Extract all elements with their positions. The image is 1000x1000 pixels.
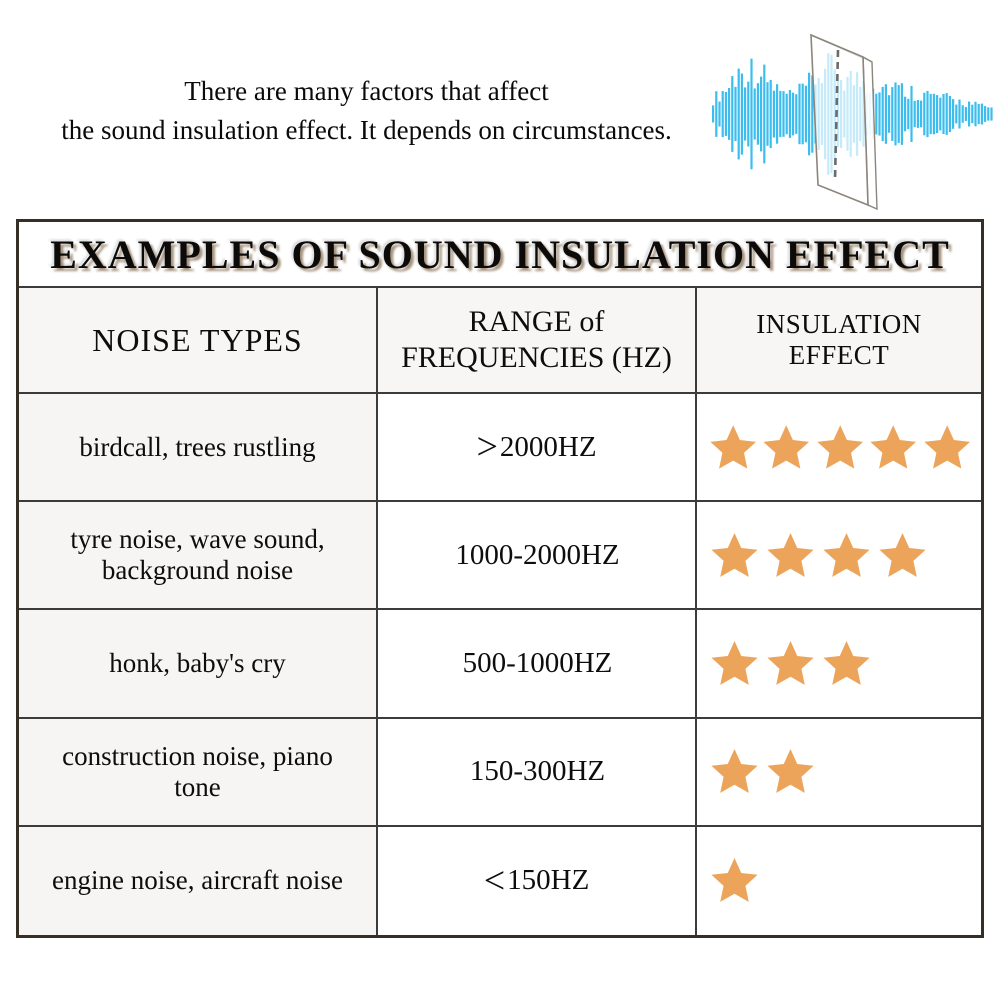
cell-noise-types-row-1: birdcall, trees rustling [19, 394, 378, 503]
cell-noise-types-row-4: construction noise, piano tone [19, 718, 378, 827]
intro-text: There are many factors that affect the s… [18, 72, 715, 150]
column-header-noise-types: NOISE TYPES [19, 288, 378, 394]
star-icon [823, 532, 870, 577]
star-icon [711, 640, 758, 685]
cell-frequency-row-3: 500-1000HZ [378, 610, 697, 719]
star-icon [767, 640, 814, 685]
star-icon [823, 640, 870, 685]
acoustic-panel [810, 33, 878, 211]
sound-wave-illustration [712, 33, 993, 211]
star-icon [923, 424, 970, 469]
star-icon [710, 424, 757, 469]
column-header-insulation-effect: INSULATION EFFECT [697, 288, 981, 394]
star-icon [711, 858, 758, 903]
intro-line-1: There are many factors that affect [184, 76, 549, 106]
panel-center-dashed-line [833, 49, 840, 181]
cell-stars-row-2 [697, 502, 981, 611]
cell-stars-row-4 [697, 718, 981, 827]
cell-frequency-row-5: <150HZ [378, 826, 697, 935]
frequency-value: 150HZ [507, 864, 590, 897]
cell-frequency-row-4: 150-300HZ [378, 718, 697, 827]
table-grid: NOISE TYPES RANGE of FREQUENCIES (HZ) IN… [19, 288, 981, 935]
cell-noise-types-row-2: tyre noise, wave sound, background noise [19, 502, 378, 611]
star-icon [767, 532, 814, 577]
star-icon [763, 424, 810, 469]
cell-stars-row-1 [697, 394, 981, 503]
frequency-value: 150-300HZ [469, 755, 606, 788]
star-icon [870, 424, 917, 469]
cell-noise-types-row-5: engine noise, aircraft noise [19, 826, 378, 935]
star-icon [817, 424, 863, 469]
cell-frequency-row-1: >2000HZ [378, 394, 697, 503]
cell-stars-row-3 [697, 610, 981, 719]
cell-stars-row-5 [697, 826, 981, 935]
frequency-value: 1000-2000HZ [455, 538, 620, 571]
cell-noise-types-row-3: honk, baby's cry [19, 610, 378, 719]
insulation-table: EXAMPLES OF SOUND INSULATION EFFECT NOIS… [16, 219, 984, 938]
star-icon [879, 532, 926, 577]
intro-line-2: the sound insulation effect. It depends … [61, 114, 672, 145]
column-header-frequency-range: RANGE of FREQUENCIES (HZ) [378, 288, 697, 394]
frequency-value: 2000HZ [499, 430, 597, 463]
cell-frequency-row-2: 1000-2000HZ [378, 502, 697, 611]
frequency-value: 500-1000HZ [462, 646, 613, 679]
star-icon [711, 749, 758, 794]
star-icon [711, 532, 758, 577]
table-title: EXAMPLES OF SOUND INSULATION EFFECT [19, 222, 981, 288]
star-icon [767, 749, 814, 794]
